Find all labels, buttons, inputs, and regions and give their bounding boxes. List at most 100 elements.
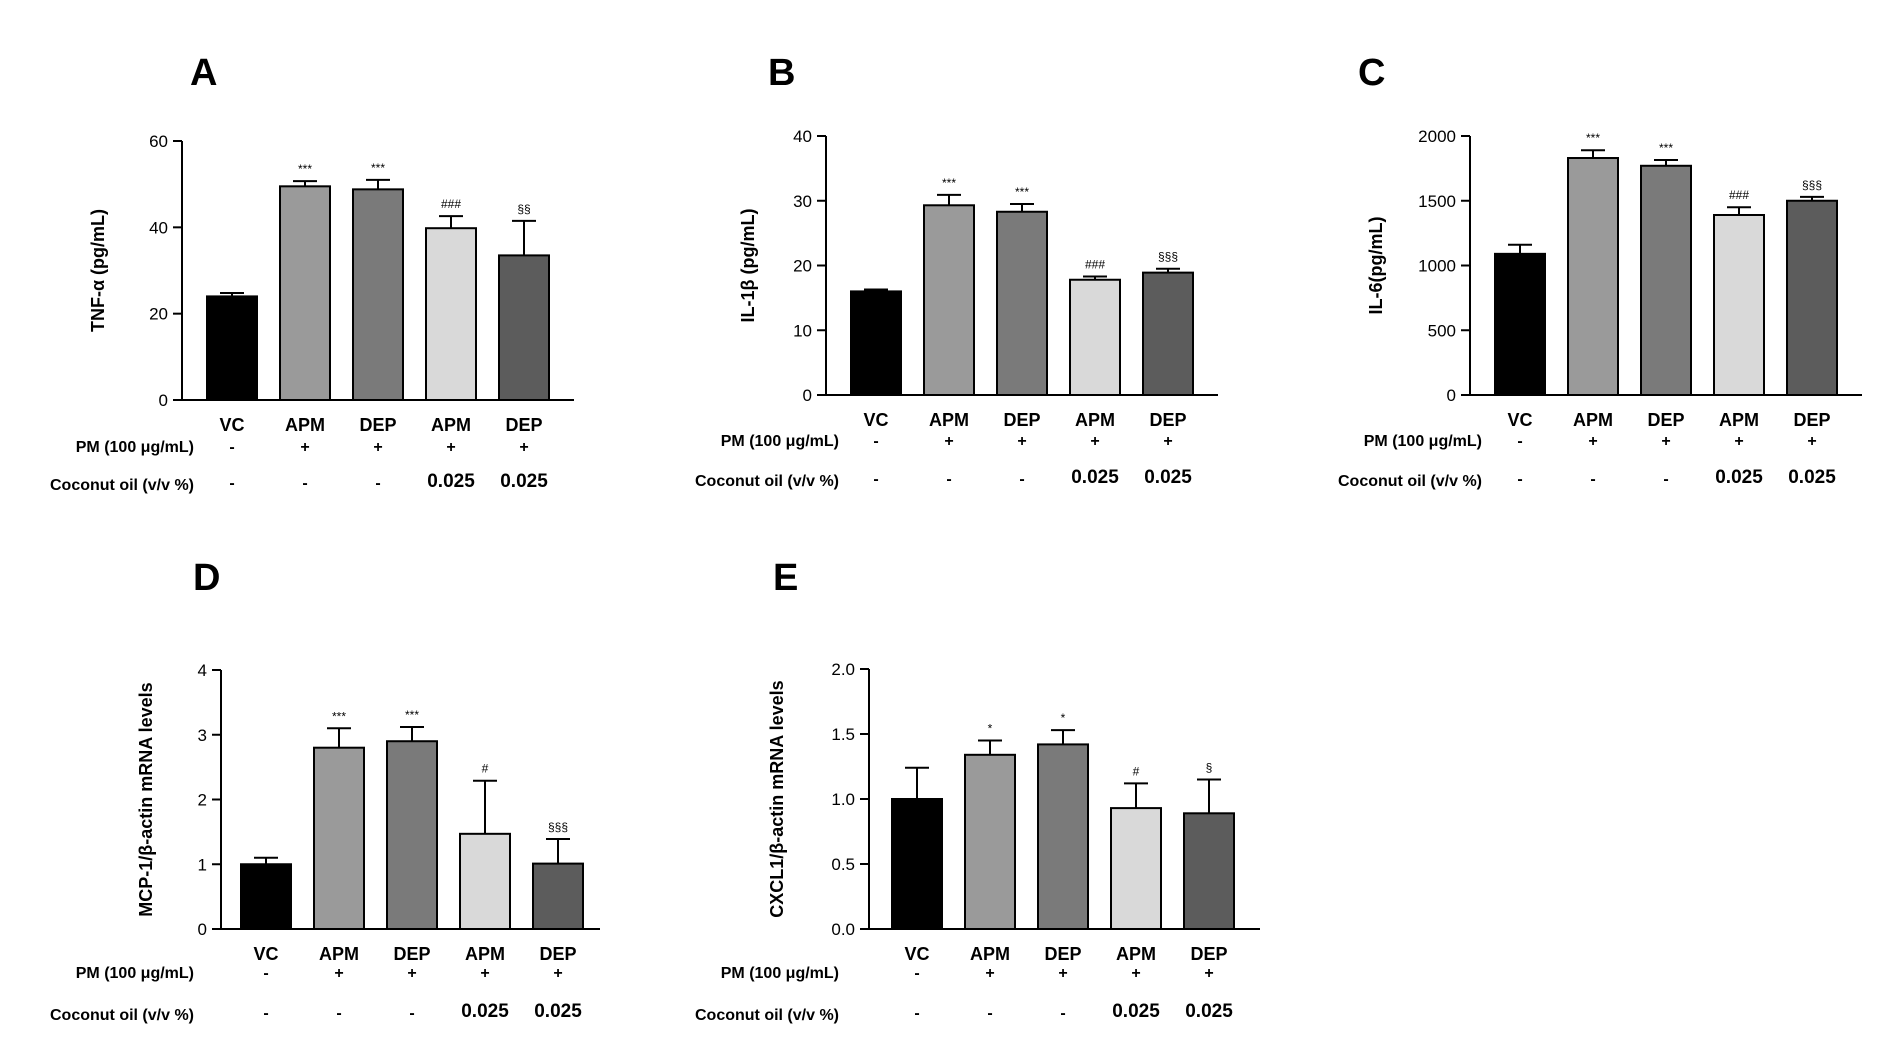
panel-b-pm-value: + (1163, 433, 1172, 450)
panel-a-coconut-label: Coconut oil (v/v %) (50, 477, 194, 494)
panel-b-bar (923, 204, 975, 396)
panel-d-letter: D (193, 557, 220, 599)
panel-b-significance-label: ### (1085, 258, 1105, 272)
panel-d-coconut-value: - (336, 1005, 341, 1022)
panel-b-significance-label: *** (942, 176, 956, 190)
panel-b-y-tick-label: 0 (803, 386, 812, 405)
panel-e-coconut-value: 0.025 (1112, 1001, 1160, 1022)
panel-d-coconut-value: - (409, 1005, 414, 1022)
panel-d-pm-value: + (480, 965, 489, 982)
panel-c-y-tick-label: 0 (1447, 386, 1456, 405)
panel-b-letter: B (768, 52, 795, 94)
panel-d-pm-value: + (553, 965, 562, 982)
panel-b: B 0 10 20 30 40 IL-1β (pg/mL) VC - - *** APM + - *** DE… (695, 52, 1218, 490)
panel-d-category-label: DEP (539, 944, 576, 964)
panel-c-category-label: APM (1719, 410, 1759, 430)
panel-d-category-label: APM (319, 944, 359, 964)
panel-a-pm-value: + (519, 439, 528, 456)
panel-e-pm-value: + (1058, 965, 1067, 982)
panel-b-y-tick-label: 40 (793, 127, 812, 146)
panel-a-letter: A (190, 52, 217, 94)
panel-c-coconut-value: 0.025 (1788, 467, 1836, 488)
panel-e-significance-label: # (1133, 764, 1140, 778)
panel-c-y-tick-label: 500 (1428, 321, 1456, 340)
panel-a-significance-label: *** (371, 161, 385, 175)
panel-a-significance-label: §§ (517, 202, 530, 216)
panel-d-significance-label: # (482, 762, 489, 776)
panel-d-category-label: VC (253, 944, 278, 964)
panel-b-pm-label: PM (100 μg/mL) (721, 433, 839, 450)
panel-e-coconut-value: 0.025 (1185, 1001, 1233, 1022)
panel-a-coconut-value: 0.025 (500, 471, 548, 492)
panel-a-y-tick-label: 60 (149, 132, 168, 151)
panel-e-pm-value: - (914, 965, 919, 982)
panel-e-y-tick-label: 0.0 (831, 920, 855, 939)
panel-b-coconut-label: Coconut oil (v/v %) (695, 473, 839, 490)
panel-e-coconut-value: - (914, 1005, 919, 1022)
panel-e-coconut-value: - (987, 1005, 992, 1022)
panel-a: A 0 20 40 60 TNF-α (pg/mL) VC - - *** APM + - *** DEP +… (50, 52, 574, 494)
panel-c-coconut-value: 0.025 (1715, 467, 1763, 488)
panel-d-category-label: DEP (393, 944, 430, 964)
panel-c-bar (1786, 199, 1838, 396)
panel-a-y-tick-label: 20 (149, 305, 168, 324)
panel-e-coconut-label: Coconut oil (v/v %) (695, 1007, 839, 1024)
panel-e: E 0.0 0.5 1.0 1.5 2.0 CXCL1/β-actin mRNA level… (695, 557, 1260, 1024)
panel-c-y-label: IL-6(pg/mL) (1366, 217, 1386, 315)
panel-d-bar (459, 832, 511, 931)
panel-e-bar (1183, 812, 1235, 930)
panel-a-pm-value: + (446, 439, 455, 456)
panel-c-significance-label: ### (1729, 188, 1749, 202)
panel-e-category-label: DEP (1044, 944, 1081, 964)
panel-a-bar (206, 295, 258, 401)
panel-d-y-tick-label: 4 (198, 661, 207, 680)
panel-b-bar (1142, 271, 1194, 396)
panel-b-coconut-value: - (946, 471, 951, 488)
panel-e-pm-value: + (1131, 965, 1140, 982)
panel-b-category-label: DEP (1149, 410, 1186, 430)
panel-b-y-tick-label: 20 (793, 257, 812, 276)
panel-d-coconut-label: Coconut oil (v/v %) (50, 1007, 194, 1024)
panel-c-pm-value: + (1734, 433, 1743, 450)
panel-e-category-label: APM (1116, 944, 1156, 964)
panel-c-category-label: DEP (1647, 410, 1684, 430)
panel-d-coconut-value: 0.025 (534, 1001, 582, 1022)
panel-d-y-label: MCP-1/β-actin mRNA levels (136, 682, 156, 916)
panel-e-bar (964, 753, 1016, 930)
panel-d-significance-label: §§§ (548, 820, 568, 834)
panel-e-y-tick-label: 1.0 (831, 790, 855, 809)
panel-b-category-label: VC (863, 410, 888, 430)
panel-a-bar (352, 188, 404, 401)
panel-e-y-tick-label: 0.5 (831, 855, 855, 874)
panel-a-coconut-value: - (375, 475, 380, 492)
panel-b-pm-value: + (944, 433, 953, 450)
panel-c-category-label: APM (1573, 410, 1613, 430)
panel-a-y-tick-label: 0 (159, 391, 168, 410)
panel-e-y-tick-label: 1.5 (831, 725, 855, 744)
panel-d-pm-label: PM (100 μg/mL) (76, 965, 194, 982)
panel-c-pm-value: + (1807, 433, 1816, 450)
panel-e-significance-label: * (1061, 711, 1066, 725)
panel-e-bar (1037, 743, 1089, 931)
panel-e-significance-label: * (988, 722, 993, 736)
panel-b-pm-value: + (1017, 433, 1026, 450)
panel-e-bar (1110, 807, 1162, 930)
panel-c-pm-label: PM (100 μg/mL) (1364, 433, 1482, 450)
panel-d-bar (313, 746, 365, 931)
panel-b-coconut-value: - (873, 471, 878, 488)
panel-c-pm-value: + (1588, 433, 1597, 450)
panel-b-category-label: APM (1075, 410, 1115, 430)
panel-e-y-tick-label: 2.0 (831, 660, 855, 679)
panel-d-y-tick-label: 2 (198, 791, 207, 810)
panel-c-category-label: DEP (1793, 410, 1830, 430)
panel-b-coconut-value: - (1019, 471, 1024, 488)
panel-a-category-label: DEP (505, 415, 542, 435)
panel-a-category-label: APM (285, 415, 325, 435)
panel-c-bar (1713, 213, 1765, 396)
panel-d-significance-label: *** (405, 708, 419, 722)
panel-c: C 0 500 1000 1500 2000 IL-6(pg/mL) VC - - *** APM + -… (1338, 52, 1862, 490)
panel-a-category-label: DEP (359, 415, 396, 435)
panel-b-y-tick-label: 30 (793, 192, 812, 211)
